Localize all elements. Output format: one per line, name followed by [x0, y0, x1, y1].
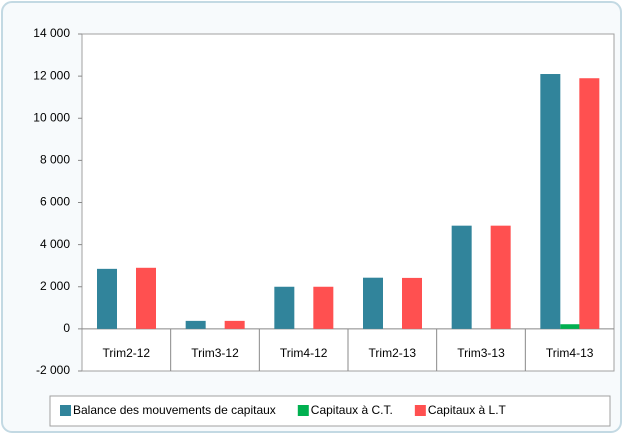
bar: [97, 268, 117, 329]
bar: [136, 267, 156, 329]
y-tick-label: 14 000: [33, 26, 70, 40]
bar: [224, 320, 245, 329]
legend-box: [49, 395, 611, 427]
plot-area: [81, 33, 615, 372]
bar: [560, 324, 581, 329]
y-tick-label: 12 000: [33, 68, 70, 82]
bar: [363, 277, 383, 329]
legend-swatch: [414, 405, 426, 416]
y-tick-label: -2 000: [36, 363, 70, 377]
legend-label: Capitaux à C.T.: [311, 403, 393, 417]
bar: [490, 225, 511, 329]
y-tick-label: 8 000: [40, 153, 70, 167]
legend-swatch: [297, 405, 309, 416]
bar: [313, 286, 334, 329]
x-tick-label: Trim4-12: [280, 346, 328, 360]
legend-swatch: [60, 405, 71, 416]
legend-label: Balance des mouvements de capitaux: [73, 403, 276, 417]
y-tick-label: 0: [63, 321, 70, 335]
bar: [451, 225, 472, 329]
bar: [540, 74, 561, 329]
x-tick-label: Trim3-13: [457, 346, 505, 360]
bar: [274, 286, 295, 329]
bar: [402, 277, 422, 329]
x-tick-label: Trim3-12: [191, 346, 239, 360]
y-tick-label: 2 000: [40, 279, 70, 293]
y-tick-label: 10 000: [33, 110, 70, 124]
x-tick-label: Trim2-13: [369, 346, 417, 360]
x-tick-label: Trim4-13: [546, 346, 594, 360]
bar: [579, 78, 600, 329]
y-tick-label: 4 000: [40, 237, 70, 251]
bar: [185, 320, 206, 329]
x-tick-label: Trim2-12: [103, 346, 151, 360]
legend-label: Capitaux à L.T: [428, 403, 507, 417]
y-tick-label: 6 000: [40, 195, 70, 209]
